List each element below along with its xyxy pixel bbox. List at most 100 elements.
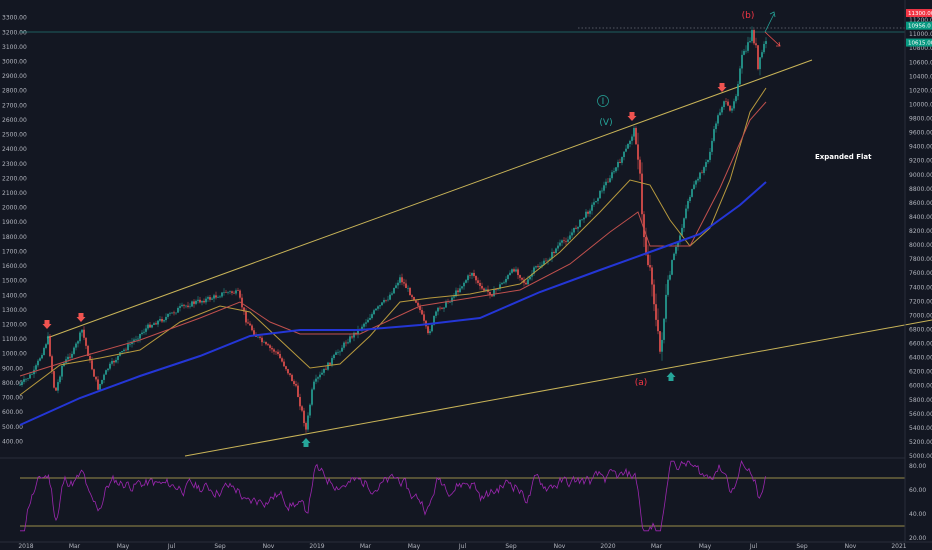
time-axis-label: 2021: [891, 543, 906, 550]
candle-body: [131, 341, 133, 344]
wave-label: (b): [742, 11, 755, 21]
candle-body: [167, 313, 169, 317]
right-axis-tick: 6800.00: [909, 326, 932, 333]
right-axis-tick: 9800.00: [909, 116, 932, 123]
candle-body: [341, 347, 343, 352]
candle-body: [585, 211, 587, 218]
candle-body: [325, 368, 327, 370]
right-price-axis[interactable]: 5000.00 5200.00 5400.00 5600.00 5800.00 6000.…: [909, 17, 932, 460]
time-axis-label: Mar: [360, 543, 372, 550]
candle-body: [423, 314, 425, 321]
candle-body: [209, 297, 211, 300]
right-axis-tick: 8000.00: [909, 242, 932, 249]
left-axis-tick: 1800.00: [2, 234, 27, 241]
right-axis-tick: 7200.00: [909, 298, 932, 305]
rsi-pane[interactable]: 20.00 40.00 60.00 80.00: [20, 460, 926, 542]
candle-body: [87, 345, 89, 356]
right-axis-tick: 5600.00: [909, 411, 932, 418]
candle-body: [713, 129, 715, 141]
candle-body: [43, 347, 45, 355]
time-axis-label: May: [699, 543, 712, 550]
candle-body: [175, 312, 177, 314]
candle-body: [249, 323, 251, 326]
candle-body: [639, 159, 641, 174]
right-axis-tick: 8400.00: [909, 214, 932, 221]
sell-arrow-icon: [627, 112, 637, 121]
candle-body: [45, 344, 47, 348]
candle-body: [143, 331, 145, 333]
candle-body: [35, 365, 37, 370]
candle-body: [435, 311, 437, 316]
wave-label: (V): [599, 118, 612, 128]
candle-body: [567, 239, 569, 242]
candle-body: [51, 356, 53, 372]
candle-body: [759, 57, 761, 70]
candle-body: [669, 274, 671, 280]
candle-body: [123, 349, 125, 352]
candle-body: [415, 300, 417, 303]
candle-body: [245, 311, 247, 323]
candle-body: [687, 201, 689, 209]
projection-up-arrow-icon: [764, 13, 775, 33]
right-axis-tick: 7600.00: [909, 270, 932, 277]
candle-body: [513, 269, 515, 272]
candle-body: [177, 307, 179, 313]
candle-body: [31, 374, 33, 375]
candle-body: [25, 378, 27, 380]
left-price-axis[interactable]: 400.00 500.00 600.00 700.00 800.00 900.00 1000…: [2, 15, 27, 446]
candle-body: [455, 290, 457, 297]
right-axis-tick: 7000.00: [909, 312, 932, 319]
candle-body: [461, 286, 463, 289]
wave-label: I: [602, 97, 605, 107]
candle-body: [603, 185, 605, 191]
candle-body: [37, 360, 39, 366]
candle-body: [473, 272, 475, 277]
candle-body: [95, 376, 97, 380]
candle-body: [365, 322, 367, 324]
candle-body: [385, 299, 387, 301]
candle-body: [61, 365, 63, 377]
candle-body: [215, 295, 217, 298]
candle-body: [635, 128, 637, 145]
candle-body: [239, 290, 241, 298]
candle-body: [165, 316, 167, 321]
candle-body: [443, 307, 445, 309]
time-axis-label: Sep: [796, 543, 808, 550]
candle-body: [459, 288, 461, 293]
candle-body: [353, 332, 355, 338]
candle-body: [749, 41, 751, 43]
candle-body: [641, 173, 643, 215]
candle-body: [297, 385, 299, 398]
candle-body: [105, 370, 107, 375]
moving-average-line: [19, 101, 767, 377]
candle-body: [171, 312, 173, 314]
candle-body: [531, 273, 533, 277]
candle-body: [135, 339, 137, 341]
candle-body: [553, 252, 555, 253]
candle-body: [149, 324, 151, 328]
right-axis-tick: 7400.00: [909, 284, 932, 291]
candle-body: [49, 335, 51, 357]
candle-body: [569, 235, 571, 240]
candle-body: [213, 295, 215, 299]
candle-body: [559, 242, 561, 246]
candle-body: [99, 383, 101, 390]
candle-body: [427, 326, 429, 334]
candle-body: [311, 389, 313, 405]
candle-body: [471, 272, 473, 276]
time-axis[interactable]: 2018 Mar May Jul Sep Nov 2019 Mar May Jul Sep Nov 20…: [18, 543, 906, 550]
right-axis-tick: 9000.00: [909, 172, 932, 179]
candle-body: [77, 341, 79, 344]
candle-body: [339, 351, 341, 353]
left-axis-tick: 2000.00: [2, 205, 27, 212]
moving-average-line: [19, 181, 767, 426]
candle-body: [269, 345, 271, 348]
candle-body: [395, 285, 397, 288]
candle-body: [233, 292, 235, 294]
candle-body: [597, 198, 599, 202]
candle-body: [55, 387, 57, 391]
candle-body: [197, 299, 199, 301]
time-axis-label: Mar: [69, 543, 81, 550]
candle-body: [27, 378, 29, 379]
